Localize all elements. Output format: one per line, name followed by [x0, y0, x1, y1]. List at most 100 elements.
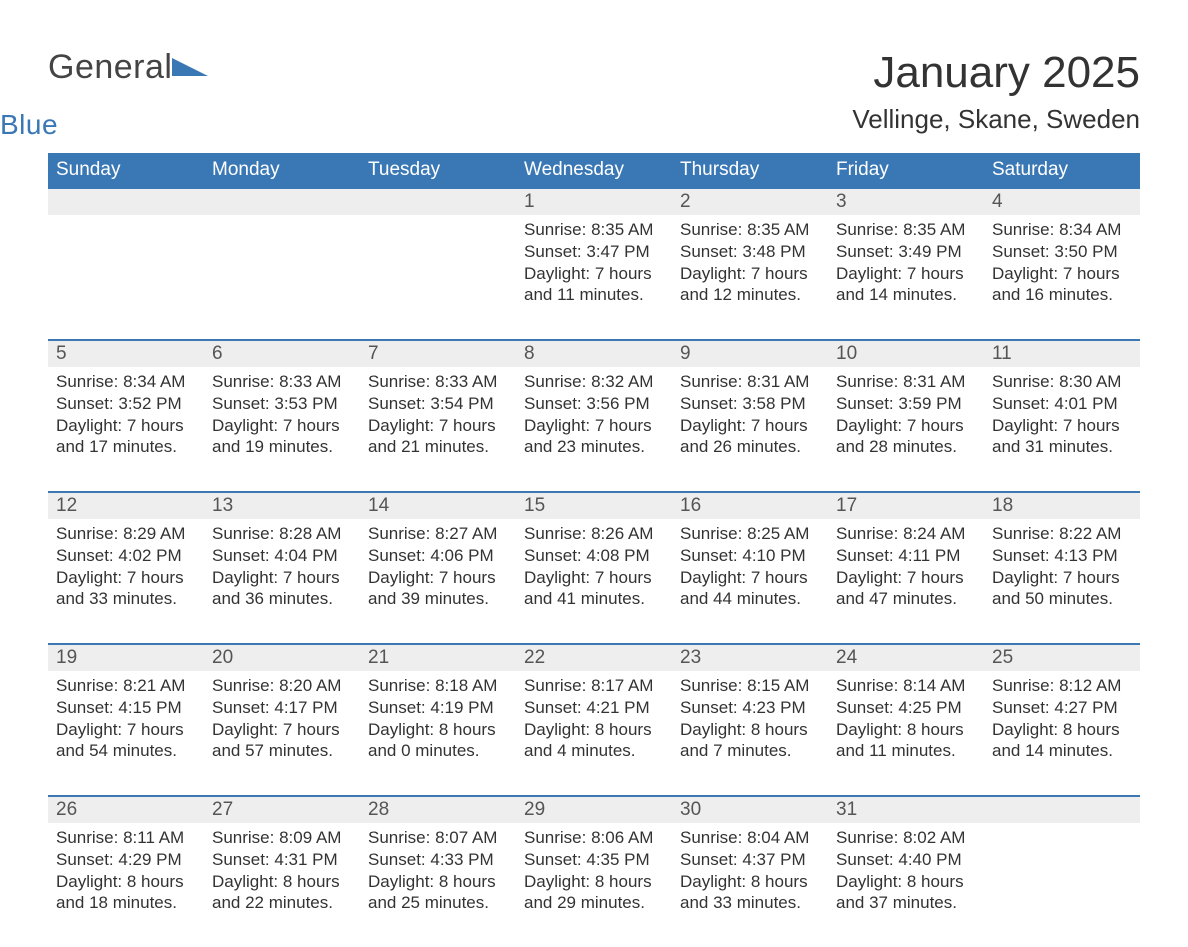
day-number-cell: 17 [828, 492, 984, 519]
daylight-line-1: Daylight: 7 hours [680, 263, 820, 285]
daylight-line-2: and 37 minutes. [836, 892, 976, 914]
daylight-line-1: Daylight: 8 hours [56, 871, 196, 893]
title-block: January 2025 Vellinge, Skane, Sweden [852, 48, 1140, 135]
sunrise-line: Sunrise: 8:31 AM [836, 371, 976, 393]
sunrise-line: Sunrise: 8:09 AM [212, 827, 352, 849]
daylight-line-1: Daylight: 7 hours [56, 719, 196, 741]
day-number-cell: 31 [828, 796, 984, 823]
daylight-line-2: and 0 minutes. [368, 740, 508, 762]
day-detail-cell: Sunrise: 8:15 AMSunset: 4:23 PMDaylight:… [672, 671, 828, 796]
daylight-line-2: and 29 minutes. [524, 892, 664, 914]
daylight-line-2: and 57 minutes. [212, 740, 352, 762]
day-detail-cell [204, 215, 360, 340]
daylight-line-2: and 12 minutes. [680, 284, 820, 306]
day-header: Monday [204, 153, 360, 188]
location-title: Vellinge, Skane, Sweden [852, 104, 1140, 135]
daylight-line-1: Daylight: 7 hours [524, 415, 664, 437]
day-detail-cell [984, 823, 1140, 947]
sunrise-line: Sunrise: 8:30 AM [992, 371, 1132, 393]
sunrise-line: Sunrise: 8:24 AM [836, 523, 976, 545]
daylight-line-2: and 22 minutes. [212, 892, 352, 914]
day-detail-cell [360, 215, 516, 340]
daylight-line-2: and 31 minutes. [992, 436, 1132, 458]
sunrise-line: Sunrise: 8:17 AM [524, 675, 664, 697]
day-detail-cell: Sunrise: 8:35 AMSunset: 3:48 PMDaylight:… [672, 215, 828, 340]
day-detail-cell: Sunrise: 8:33 AMSunset: 3:54 PMDaylight:… [360, 367, 516, 492]
sunrise-line: Sunrise: 8:04 AM [680, 827, 820, 849]
sunset-line: Sunset: 4:35 PM [524, 849, 664, 871]
daylight-line-2: and 11 minutes. [524, 284, 664, 306]
daylight-line-1: Daylight: 8 hours [992, 719, 1132, 741]
sunset-line: Sunset: 4:06 PM [368, 545, 508, 567]
daylight-line-2: and 33 minutes. [56, 588, 196, 610]
day-detail-cell: Sunrise: 8:07 AMSunset: 4:33 PMDaylight:… [360, 823, 516, 947]
sunset-line: Sunset: 4:37 PM [680, 849, 820, 871]
sunrise-line: Sunrise: 8:22 AM [992, 523, 1132, 545]
daylight-line-1: Daylight: 7 hours [368, 567, 508, 589]
daylight-line-1: Daylight: 8 hours [836, 871, 976, 893]
daylight-line-1: Daylight: 8 hours [680, 871, 820, 893]
sunrise-line: Sunrise: 8:15 AM [680, 675, 820, 697]
day-header-row: Sunday Monday Tuesday Wednesday Thursday… [48, 153, 1140, 188]
day-detail-cell: Sunrise: 8:34 AMSunset: 3:52 PMDaylight:… [48, 367, 204, 492]
day-detail-cell: Sunrise: 8:24 AMSunset: 4:11 PMDaylight:… [828, 519, 984, 644]
sunset-line: Sunset: 3:53 PM [212, 393, 352, 415]
sunrise-line: Sunrise: 8:34 AM [56, 371, 196, 393]
daylight-line-2: and 19 minutes. [212, 436, 352, 458]
day-detail-cell: Sunrise: 8:21 AMSunset: 4:15 PMDaylight:… [48, 671, 204, 796]
week-detail-row: Sunrise: 8:29 AMSunset: 4:02 PMDaylight:… [48, 519, 1140, 644]
day-number-cell: 14 [360, 492, 516, 519]
day-number-cell: 9 [672, 340, 828, 367]
daylight-line-2: and 17 minutes. [56, 436, 196, 458]
day-detail-cell: Sunrise: 8:25 AMSunset: 4:10 PMDaylight:… [672, 519, 828, 644]
daylight-line-2: and 11 minutes. [836, 740, 976, 762]
sunrise-line: Sunrise: 8:12 AM [992, 675, 1132, 697]
daylight-line-1: Daylight: 8 hours [524, 719, 664, 741]
sunset-line: Sunset: 3:58 PM [680, 393, 820, 415]
sunset-line: Sunset: 4:15 PM [56, 697, 196, 719]
daylight-line-1: Daylight: 7 hours [56, 567, 196, 589]
daylight-line-1: Daylight: 8 hours [212, 871, 352, 893]
daylight-line-1: Daylight: 8 hours [836, 719, 976, 741]
sunset-line: Sunset: 4:25 PM [836, 697, 976, 719]
sunset-line: Sunset: 4:23 PM [680, 697, 820, 719]
day-number-cell: 25 [984, 644, 1140, 671]
day-number-cell: 16 [672, 492, 828, 519]
week-detail-row: Sunrise: 8:21 AMSunset: 4:15 PMDaylight:… [48, 671, 1140, 796]
sunset-line: Sunset: 3:59 PM [836, 393, 976, 415]
day-header: Friday [828, 153, 984, 188]
day-detail-cell: Sunrise: 8:20 AMSunset: 4:17 PMDaylight:… [204, 671, 360, 796]
sunrise-line: Sunrise: 8:11 AM [56, 827, 196, 849]
daylight-line-1: Daylight: 7 hours [212, 415, 352, 437]
sunset-line: Sunset: 4:27 PM [992, 697, 1132, 719]
sunset-line: Sunset: 3:56 PM [524, 393, 664, 415]
day-number-cell: 29 [516, 796, 672, 823]
week-daynum-row: 12131415161718 [48, 492, 1140, 519]
day-number-cell: 21 [360, 644, 516, 671]
daylight-line-2: and 14 minutes. [836, 284, 976, 306]
day-number-cell [48, 188, 204, 215]
day-detail-cell: Sunrise: 8:29 AMSunset: 4:02 PMDaylight:… [48, 519, 204, 644]
daylight-line-2: and 4 minutes. [524, 740, 664, 762]
day-detail-cell: Sunrise: 8:33 AMSunset: 3:53 PMDaylight:… [204, 367, 360, 492]
week-detail-row: Sunrise: 8:11 AMSunset: 4:29 PMDaylight:… [48, 823, 1140, 947]
sunset-line: Sunset: 4:29 PM [56, 849, 196, 871]
daylight-line-2: and 16 minutes. [992, 284, 1132, 306]
daylight-line-1: Daylight: 7 hours [992, 567, 1132, 589]
day-detail-cell: Sunrise: 8:11 AMSunset: 4:29 PMDaylight:… [48, 823, 204, 947]
day-detail-cell: Sunrise: 8:28 AMSunset: 4:04 PMDaylight:… [204, 519, 360, 644]
month-title: January 2025 [852, 48, 1140, 98]
sunrise-line: Sunrise: 8:02 AM [836, 827, 976, 849]
day-detail-cell: Sunrise: 8:06 AMSunset: 4:35 PMDaylight:… [516, 823, 672, 947]
day-number-cell: 6 [204, 340, 360, 367]
sunrise-line: Sunrise: 8:35 AM [680, 219, 820, 241]
day-number-cell: 3 [828, 188, 984, 215]
generalblue-logo: General Blue [48, 48, 208, 141]
daylight-line-1: Daylight: 8 hours [680, 719, 820, 741]
sunrise-line: Sunrise: 8:14 AM [836, 675, 976, 697]
daylight-line-2: and 18 minutes. [56, 892, 196, 914]
daylight-line-2: and 33 minutes. [680, 892, 820, 914]
day-number-cell: 28 [360, 796, 516, 823]
daylight-line-1: Daylight: 7 hours [212, 719, 352, 741]
calendar-table: Sunday Monday Tuesday Wednesday Thursday… [48, 153, 1140, 947]
